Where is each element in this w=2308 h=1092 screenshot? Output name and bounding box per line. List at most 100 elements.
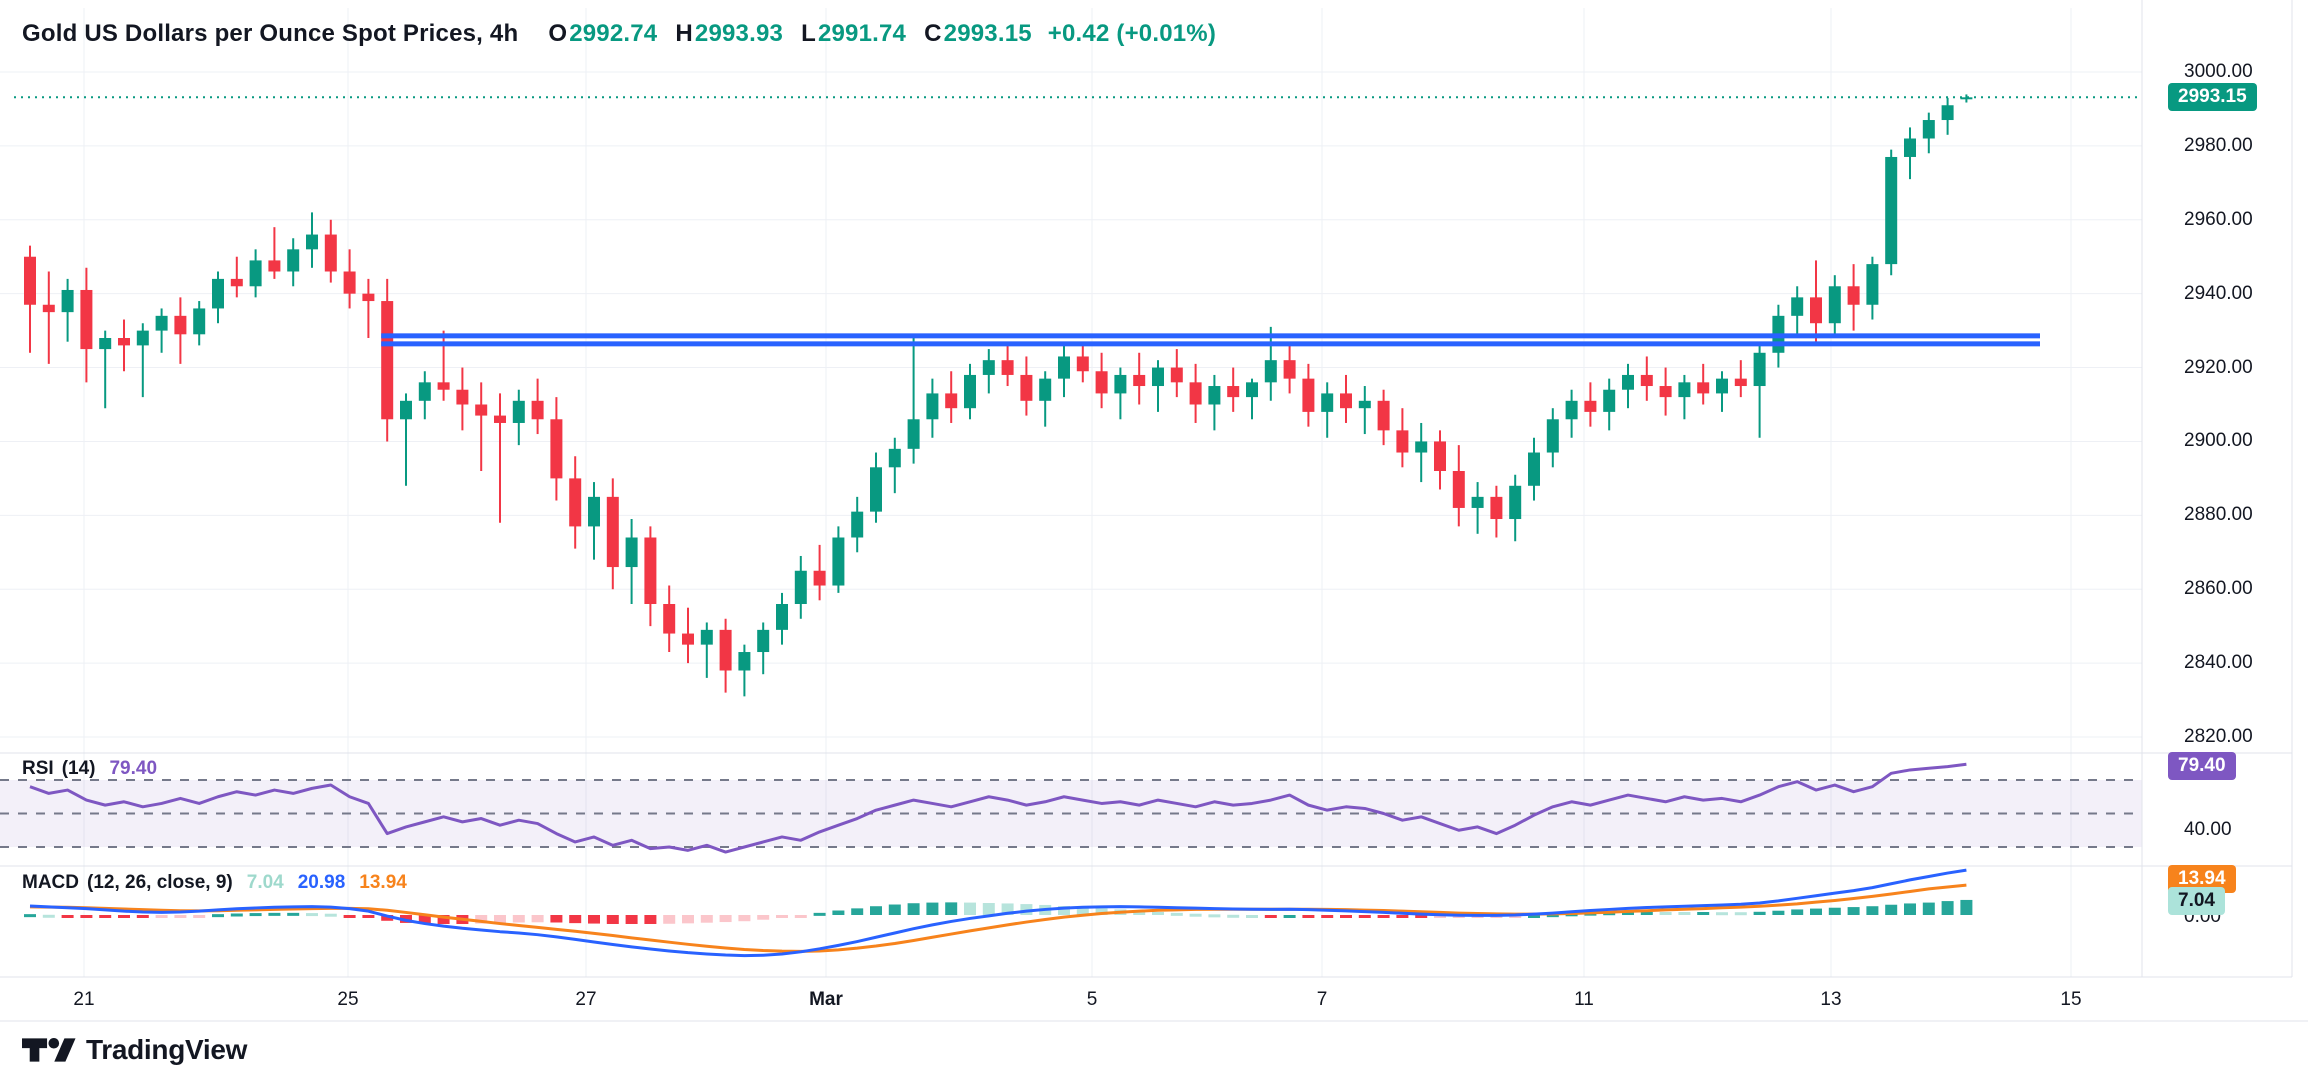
- symbol-title: Gold US Dollars per Ounce Spot Prices, 4…: [22, 20, 519, 47]
- macd-histogram-bar: [870, 906, 882, 915]
- macd-line: [29, 868, 1967, 958]
- candle-body: [1415, 441, 1428, 453]
- macd-histogram-bar: [1753, 911, 1766, 915]
- candle-body: [80, 289, 93, 350]
- candle-body: [644, 537, 657, 604]
- price-tick-label: 2840.00: [2184, 652, 2253, 674]
- price-tick-label: 2880.00: [2184, 504, 2253, 526]
- macd-histogram-bar: [1810, 908, 1822, 915]
- macd-histogram-bar: [1302, 915, 1315, 918]
- candle-body: [1734, 378, 1747, 387]
- macd-histogram-bar: [1528, 915, 1540, 918]
- macd-histogram-bar: [1189, 913, 1202, 917]
- price-tick-label: 2860.00: [2184, 578, 2253, 600]
- price-tick-label: 3000.00: [2184, 61, 2253, 82]
- candle-body: [381, 301, 394, 420]
- candle-body: [1264, 360, 1277, 383]
- macd-legend: MACD (12, 26, close, 9) 7.04 20.98 13.94: [22, 872, 407, 894]
- macd-histogram-bar: [1866, 906, 1879, 915]
- macd-signal-line: [29, 883, 1967, 953]
- tradingview-attribution[interactable]: TradingView: [22, 1034, 247, 1066]
- high-value: 2993.93: [694, 20, 784, 47]
- candle-body: [1321, 393, 1334, 412]
- time-axis[interactable]: 21 25 27 Mar 5 7 11 13 15: [0, 977, 2308, 1022]
- candle-body: [1753, 352, 1766, 387]
- macd-histogram-bar: [249, 913, 262, 917]
- macd-histogram-bar: [1020, 904, 1033, 915]
- candle-body: [1358, 400, 1371, 409]
- macd-histogram-bar: [1697, 912, 1710, 916]
- candle-body: [1622, 374, 1634, 390]
- macd-histogram-bar: [1152, 912, 1164, 916]
- macd-histogram-bar: [1001, 903, 1014, 915]
- candle-body: [1189, 382, 1202, 405]
- macd-histogram-bar: [1358, 915, 1371, 918]
- macd-histogram-bar: [1546, 914, 1559, 918]
- macd-histogram-bar: [794, 915, 807, 918]
- macd-histogram-bar: [813, 912, 826, 916]
- price-axis[interactable]: 40.00 0.00 13.94 7.04 79.40 2993.15 3000…: [2142, 0, 2308, 977]
- rsi-legend: RSI (14) 79.40: [22, 758, 157, 780]
- candle-body: [531, 400, 544, 420]
- candle-body: [418, 382, 431, 401]
- macd-histogram-bar: [1941, 901, 1954, 915]
- candle-body: [1152, 367, 1164, 387]
- time-tick-label: 5: [1086, 988, 1098, 1010]
- macd-histogram-bar: [1321, 915, 1334, 918]
- candle-body: [324, 234, 337, 272]
- candle-body: [757, 629, 770, 653]
- candle-body: [193, 308, 206, 335]
- candle-body: [1941, 105, 1954, 121]
- candle-body: [1922, 120, 1935, 139]
- candle-body: [719, 629, 732, 671]
- candle-body: [1095, 371, 1108, 394]
- candle-body: [682, 633, 694, 645]
- macd-histogram-bar: [644, 915, 657, 924]
- candle-body: [1208, 386, 1221, 405]
- horizontal-ray-line[interactable]: [381, 333, 2041, 339]
- macd-histogram-bar: [1791, 909, 1804, 915]
- macd-histogram-bar: [719, 915, 732, 923]
- macd-histogram-bar: [1076, 907, 1089, 915]
- candle-body: [1377, 400, 1390, 431]
- close-label: C: [924, 20, 942, 47]
- macd-histogram-bar: [362, 915, 375, 918]
- macd-histogram-bar: [1227, 914, 1240, 918]
- candle-body: [776, 604, 788, 630]
- candle-body: [1659, 386, 1672, 398]
- rsi-line: [29, 762, 1967, 854]
- macd-histogram-bar: [155, 915, 168, 918]
- macd-histogram-bar: [306, 913, 318, 917]
- candle-body: [475, 404, 488, 416]
- candle-body: [1603, 389, 1616, 412]
- macd-histogram-bar: [1415, 915, 1428, 918]
- horizontal-ray-line[interactable]: [381, 341, 2041, 347]
- candle-body: [588, 496, 600, 527]
- macd-histogram-bar: [437, 915, 450, 924]
- macd-histogram-bar: [230, 913, 243, 917]
- macd-histogram-bar: [1659, 912, 1672, 916]
- candle-body: [907, 419, 920, 449]
- macd-histogram-bar: [475, 915, 488, 924]
- macd-histogram-bar: [606, 915, 619, 924]
- macd-histogram-bar: [1340, 915, 1352, 918]
- macd-histogram-bar: [1885, 904, 1898, 915]
- macd-histogram-bar: [926, 902, 939, 915]
- candle-body: [964, 374, 976, 409]
- rsi-indicator-name: RSI: [22, 758, 54, 779]
- candle-body: [1471, 496, 1484, 508]
- macd-histogram-bar: [1283, 915, 1296, 918]
- candle-body: [813, 570, 826, 586]
- candle-body: [212, 278, 224, 309]
- macd-histogram-bar: [888, 904, 901, 915]
- candle-body: [24, 256, 36, 305]
- macd-histogram-bar: [776, 915, 788, 918]
- macd-histogram-bar: [1622, 912, 1634, 916]
- rsi-value: 79.40: [109, 758, 158, 779]
- open-label: O: [548, 20, 568, 47]
- candle-body: [1114, 374, 1127, 394]
- chart-canvas[interactable]: [0, 0, 2308, 1022]
- candle-body: [512, 400, 525, 423]
- candle-body: [1340, 393, 1352, 409]
- candle-body: [99, 338, 112, 350]
